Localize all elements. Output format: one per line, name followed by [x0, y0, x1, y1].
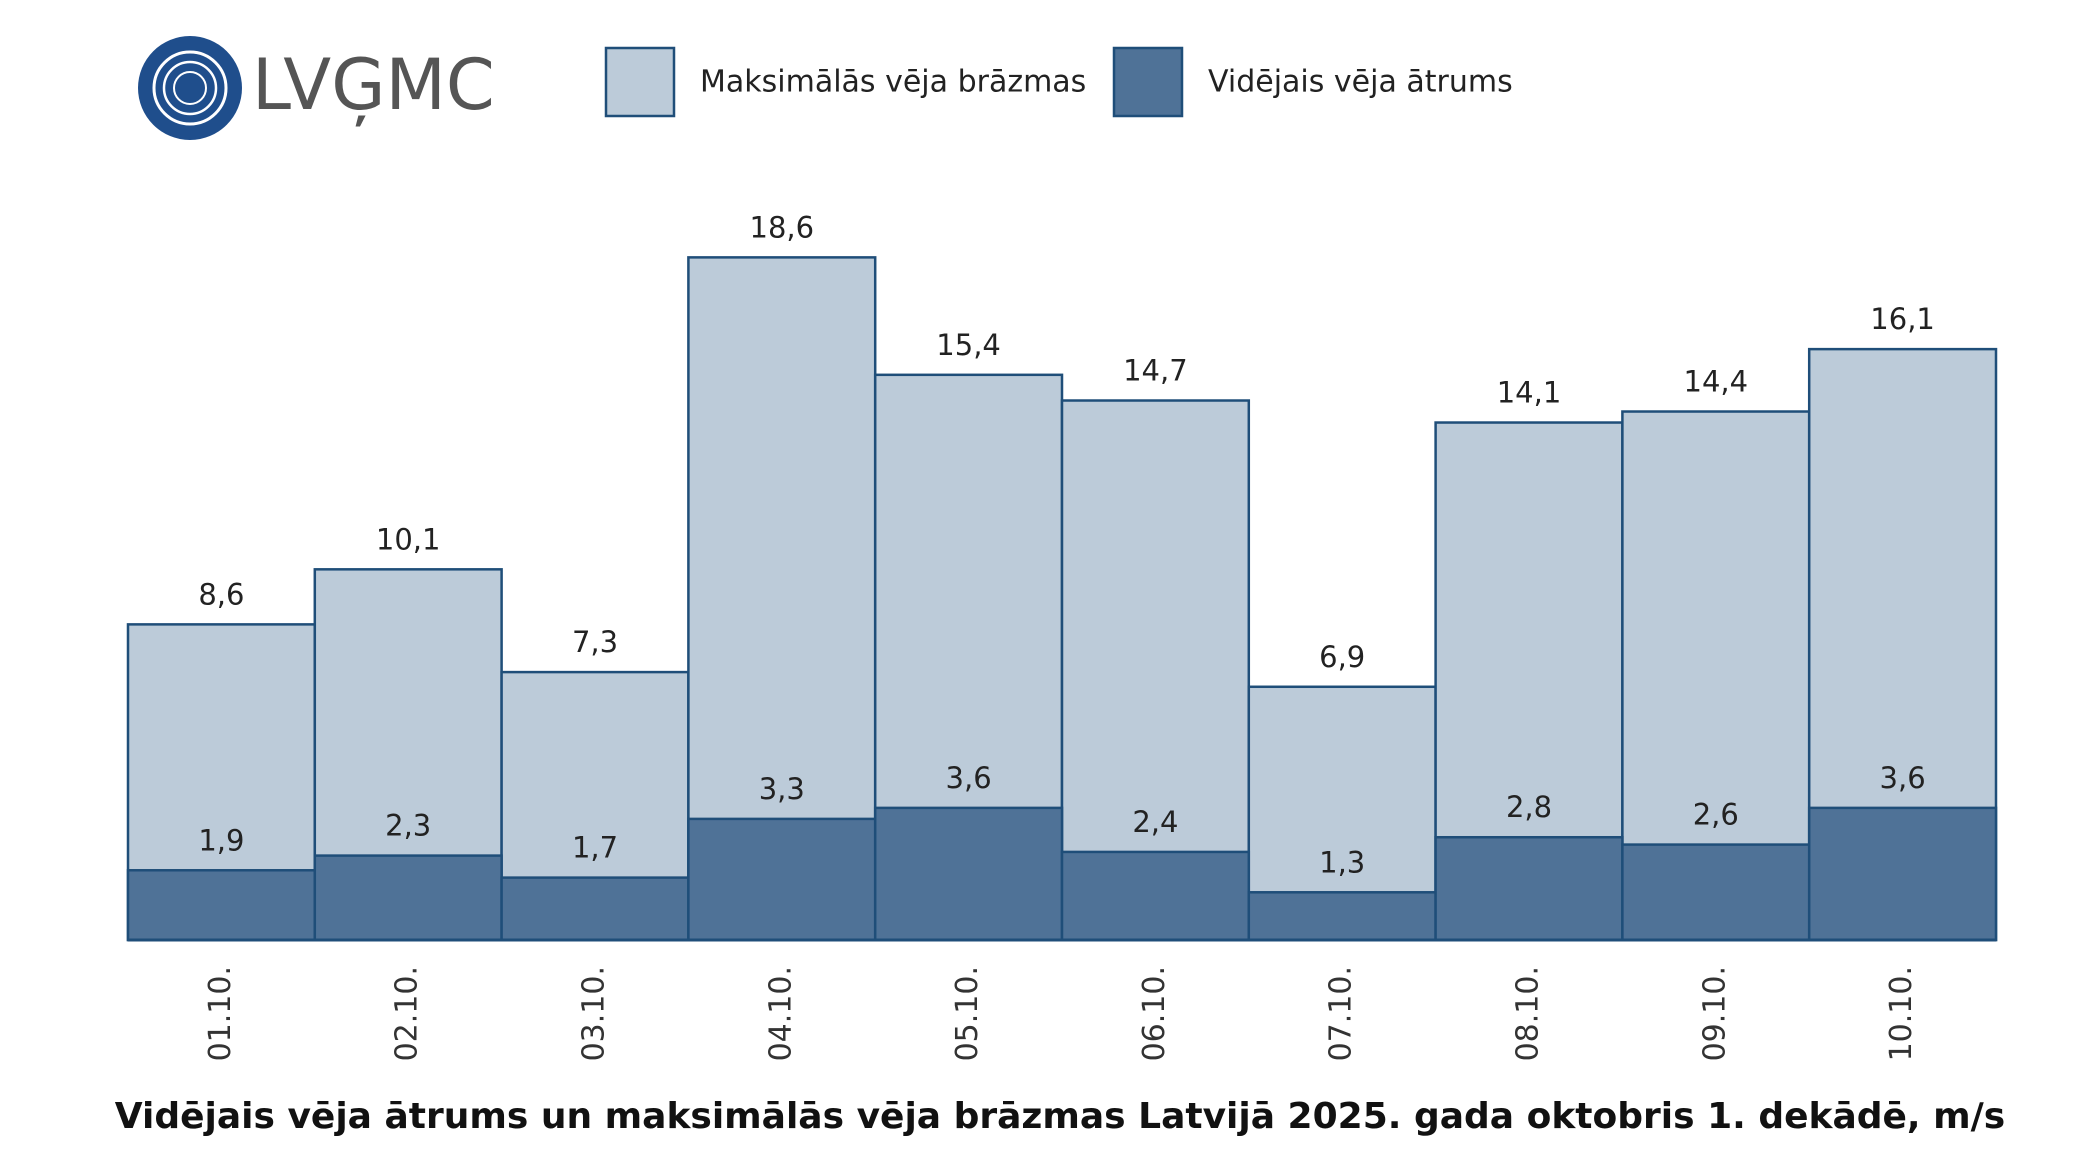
value-label: 1,3 — [1319, 845, 1365, 879]
value-label: 1,9 — [198, 823, 244, 857]
value-label: 3,6 — [1880, 761, 1926, 795]
value-label: 14,7 — [1123, 354, 1188, 388]
value-label: 8,6 — [198, 577, 244, 611]
legend-swatch — [604, 46, 676, 118]
value-label: 14,1 — [1497, 376, 1562, 410]
value-label: 2,4 — [1132, 805, 1178, 839]
legend-label: Vidējais vēja ātrums — [1208, 65, 1513, 100]
value-label: 1,7 — [572, 831, 618, 865]
x-tick-label: 09.10. — [1697, 966, 1732, 1061]
value-label: 2,6 — [1693, 798, 1739, 832]
value-label: 15,4 — [936, 328, 1001, 362]
logo-ring — [152, 50, 228, 126]
x-tick-label: 03.10. — [577, 966, 612, 1061]
logo-text: LVĢMC — [252, 44, 495, 126]
bar — [313, 854, 503, 942]
bar — [1060, 399, 1251, 942]
legend-swatch — [1112, 46, 1184, 118]
x-tick-label: 01.10. — [203, 966, 238, 1061]
bar — [126, 869, 317, 942]
bar — [1434, 835, 1624, 942]
logo-ring — [173, 71, 207, 105]
bar — [1060, 850, 1251, 942]
bar — [500, 876, 690, 942]
value-label: 14,4 — [1684, 365, 1749, 399]
bar — [687, 817, 877, 942]
x-tick-label: 04.10. — [763, 966, 798, 1061]
chart-title: Vidējais vēja ātrums un maksimālās vēja … — [115, 1096, 2005, 1137]
bar — [1247, 891, 1437, 942]
logo-ring — [162, 60, 218, 116]
x-tick-label: 02.10. — [390, 966, 425, 1061]
value-label: 3,3 — [759, 772, 805, 806]
value-label: 2,8 — [1506, 790, 1552, 824]
legend-label: Maksimālās vēja brāzmas — [700, 65, 1086, 100]
value-label: 6,9 — [1319, 640, 1365, 674]
x-tick-label: 06.10. — [1137, 966, 1172, 1061]
bar — [873, 806, 1064, 942]
x-tick-label: 08.10. — [1511, 966, 1546, 1061]
value-label: 3,6 — [946, 761, 992, 795]
value-label: 18,6 — [750, 210, 815, 244]
x-tick-label: 07.10. — [1324, 966, 1359, 1061]
logo: LVĢMC — [138, 36, 495, 140]
value-label: 10,1 — [376, 522, 441, 556]
value-label: 7,3 — [572, 625, 618, 659]
x-tick-label: 05.10. — [950, 966, 985, 1061]
x-tick-label: 10.10. — [1884, 966, 1919, 1061]
bar — [1621, 843, 1811, 942]
bar — [1807, 806, 1998, 942]
value-label: 16,1 — [1870, 302, 1935, 336]
value-label: 2,3 — [385, 809, 431, 843]
